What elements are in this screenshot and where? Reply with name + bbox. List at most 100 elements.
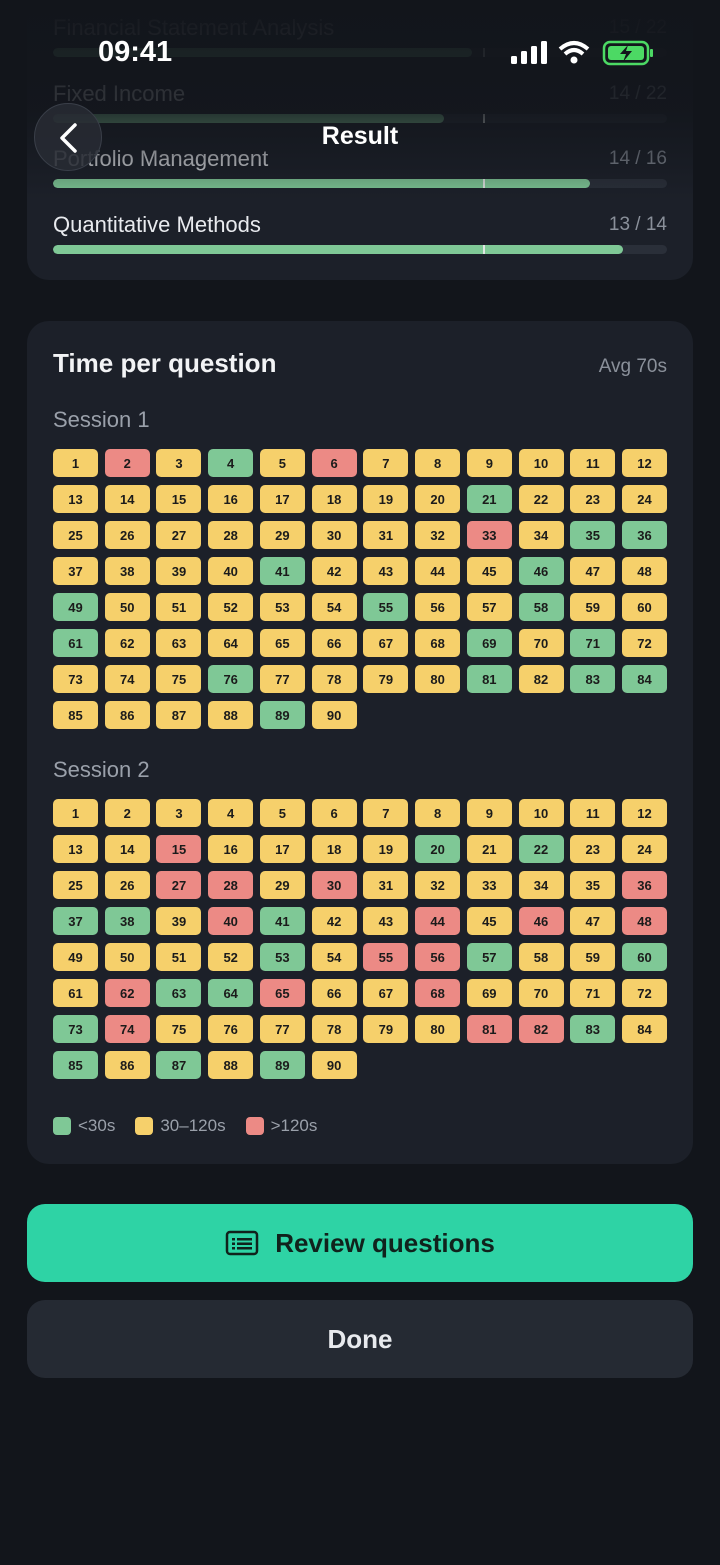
question-cell: 14 <box>104 835 150 863</box>
question-cell: 30 <box>311 521 357 549</box>
question-cell: 49 <box>53 943 98 971</box>
question-cell: 28 <box>208 521 254 549</box>
question-cell: 51 <box>156 943 202 971</box>
review-icon <box>225 1230 259 1256</box>
question-cell: 65 <box>259 629 305 657</box>
question-cell: 79 <box>363 665 409 693</box>
question-cell: 2 <box>104 449 150 477</box>
question-cell: 85 <box>53 701 98 729</box>
question-cell: 59 <box>570 943 616 971</box>
question-cell: 24 <box>622 485 667 513</box>
question-cell: 26 <box>104 521 150 549</box>
session-title: Session 2 <box>53 757 150 782</box>
question-cell: 33 <box>466 871 512 899</box>
question-cell: 37 <box>53 557 98 585</box>
question-cell: 7 <box>363 799 409 827</box>
question-cell: 73 <box>53 1015 98 1043</box>
question-cell: 24 <box>622 835 667 863</box>
question-cell: 75 <box>156 665 202 693</box>
question-cell: 61 <box>53 629 98 657</box>
question-cell: 32 <box>415 871 461 899</box>
question-cell: 58 <box>518 943 564 971</box>
back-button[interactable] <box>34 103 102 171</box>
question-cell: 29 <box>259 521 305 549</box>
question-cell: 79 <box>363 1015 409 1043</box>
question-cell: 54 <box>311 593 357 621</box>
question-cell: 66 <box>311 979 357 1007</box>
question-cell: 88 <box>208 1051 254 1079</box>
question-cell: 70 <box>518 629 564 657</box>
question-cell: 32 <box>415 521 461 549</box>
question-cell: 63 <box>156 629 202 657</box>
question-cell: 44 <box>415 907 461 935</box>
question-cell: 63 <box>156 979 202 1007</box>
question-cell: 33 <box>466 521 512 549</box>
question-cell: 71 <box>570 979 616 1007</box>
question-cell: 44 <box>415 557 461 585</box>
session-title: Session 1 <box>53 407 150 432</box>
question-cell: 5 <box>259 449 305 477</box>
question-cell: 89 <box>259 701 305 729</box>
question-cell: 66 <box>311 629 357 657</box>
time-title: Time per question <box>53 348 277 378</box>
review-label: Review questions <box>275 1227 495 1258</box>
question-cell: 81 <box>466 665 512 693</box>
question-cell: 23 <box>570 485 616 513</box>
question-cell: 43 <box>363 557 409 585</box>
back-icon <box>60 123 77 153</box>
question-cell: 48 <box>622 907 667 935</box>
question-cell: 7 <box>363 449 409 477</box>
question-cell: 39 <box>156 907 202 935</box>
question-cell: 83 <box>570 665 616 693</box>
question-cell: 18 <box>311 485 357 513</box>
question-cell: 17 <box>259 835 305 863</box>
question-cell: 77 <box>259 1015 305 1043</box>
question-cell: 23 <box>570 835 616 863</box>
status-icons <box>511 40 653 66</box>
question-cell: 38 <box>104 557 150 585</box>
question-cell: 27 <box>156 871 202 899</box>
threshold-marker <box>482 244 485 254</box>
question-cell: 85 <box>53 1051 98 1079</box>
question-cell: 14 <box>104 485 150 513</box>
legend-swatch <box>53 1117 71 1135</box>
question-cell: 53 <box>259 593 305 621</box>
average-time: Avg 70s <box>598 356 667 377</box>
question-cell: 1 <box>53 799 98 827</box>
legend-swatch <box>135 1117 154 1135</box>
done-label: Done <box>327 1323 393 1354</box>
question-cell: 41 <box>259 557 305 585</box>
question-cell: 16 <box>208 835 254 863</box>
question-cell: 6 <box>311 799 357 827</box>
progress-track <box>53 244 667 254</box>
question-cell: 29 <box>259 871 305 899</box>
question-cell: 1 <box>53 449 98 477</box>
question-cell: 39 <box>156 557 202 585</box>
question-cell: 74 <box>104 665 150 693</box>
question-cell: 67 <box>363 629 409 657</box>
question-cell: 50 <box>104 593 150 621</box>
question-cell: 21 <box>466 485 512 513</box>
question-cell: 21 <box>466 835 512 863</box>
question-cell: 11 <box>570 799 616 827</box>
question-cell: 64 <box>208 979 254 1007</box>
question-cell: 38 <box>104 907 150 935</box>
question-cell: 20 <box>415 835 461 863</box>
question-cell: 62 <box>104 629 150 657</box>
question-cell: 54 <box>311 943 357 971</box>
question-cell: 28 <box>208 871 254 899</box>
question-cell: 5 <box>259 799 305 827</box>
question-cell: 73 <box>53 665 98 693</box>
question-cell: 52 <box>208 943 254 971</box>
question-cell: 62 <box>104 979 150 1007</box>
review-button[interactable]: Review questions <box>27 1204 693 1282</box>
question-cell: 68 <box>415 979 461 1007</box>
done-button[interactable]: Done <box>27 1300 693 1378</box>
question-cell: 13 <box>53 835 98 863</box>
question-cell: 76 <box>208 665 254 693</box>
question-cell: 46 <box>518 557 564 585</box>
question-cell: 3 <box>156 449 202 477</box>
question-cell: 82 <box>518 665 564 693</box>
question-cell: 53 <box>259 943 305 971</box>
